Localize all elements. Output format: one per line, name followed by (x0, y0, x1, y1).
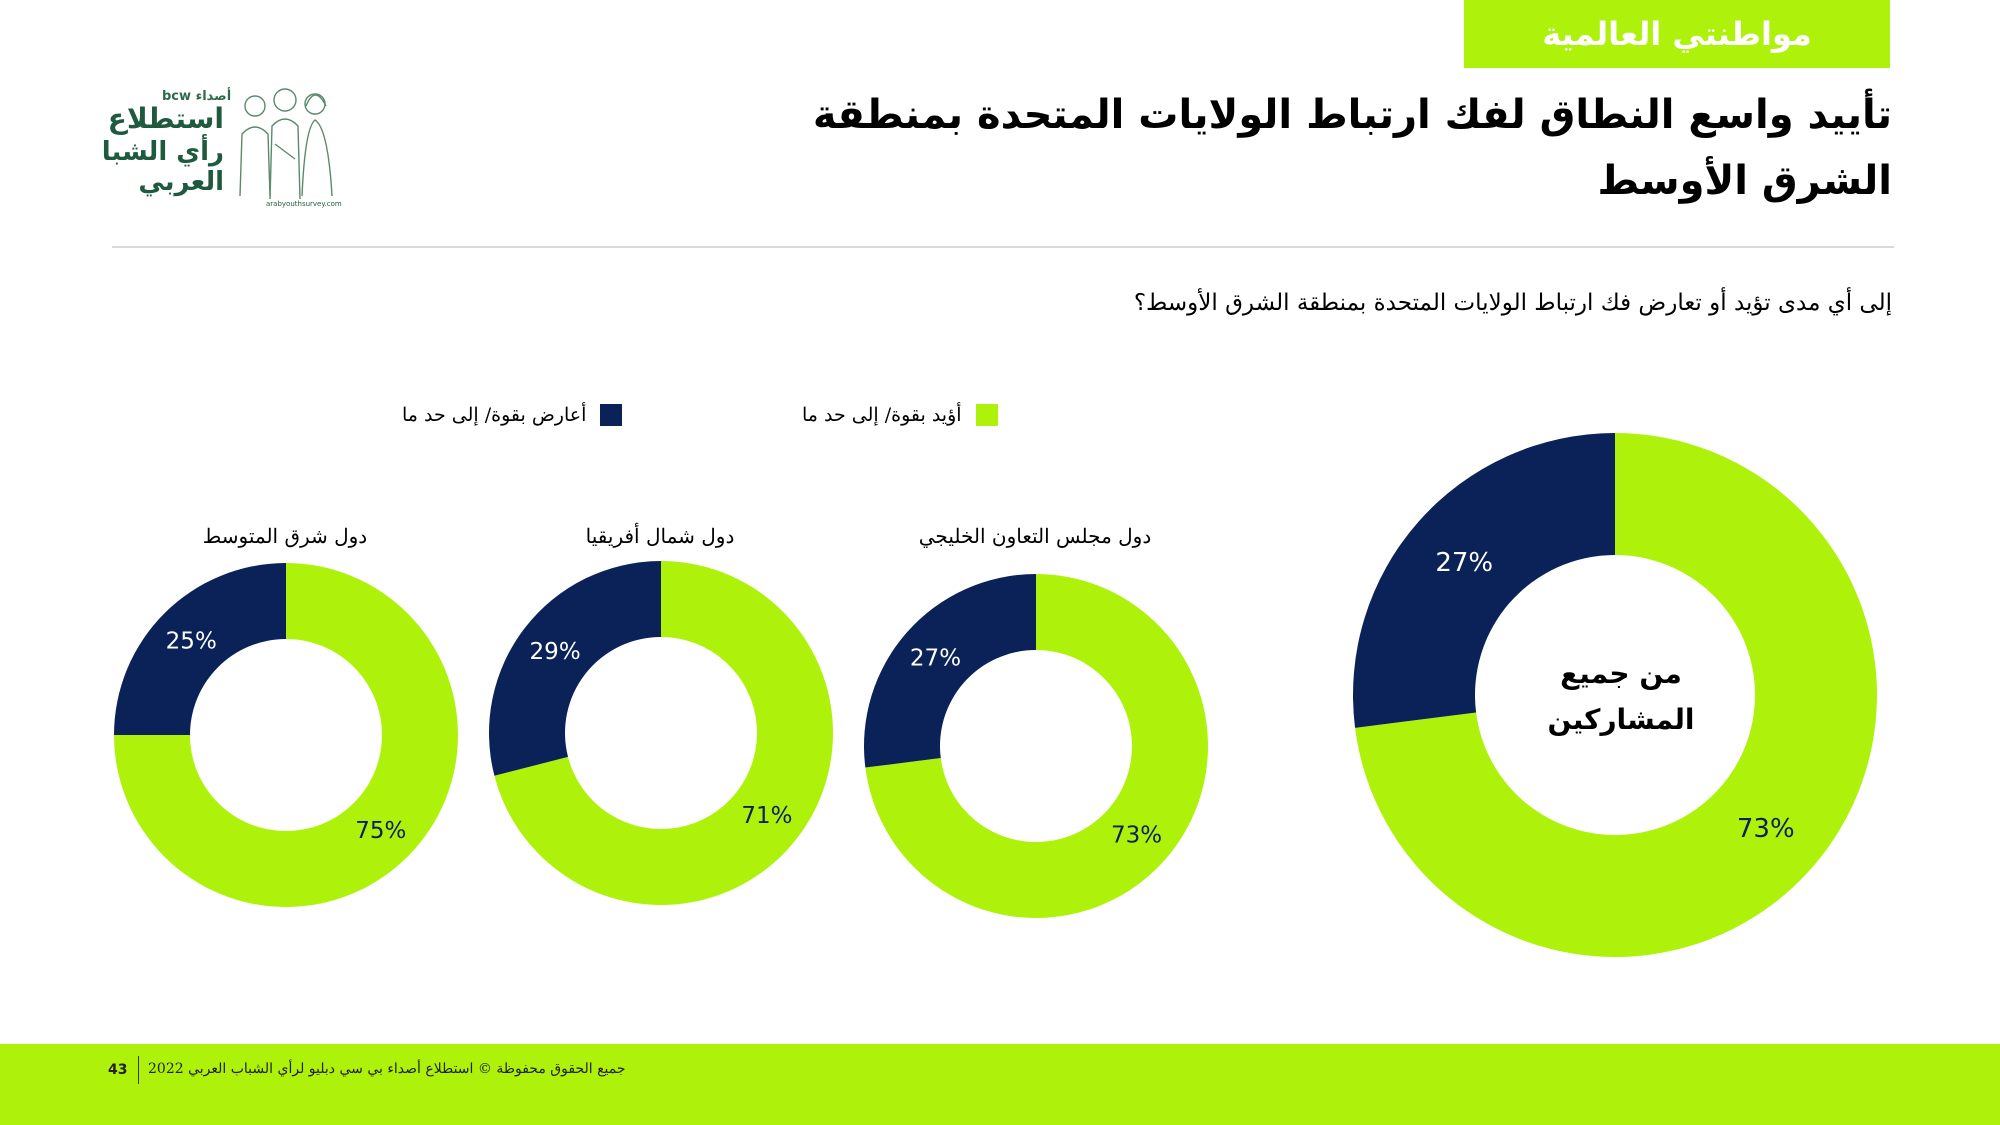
donut-label-gcc-oppose: 27% (910, 645, 961, 671)
logo-line1: استطلاع (108, 102, 224, 135)
footer-separator (138, 1056, 139, 1084)
donut-slice-north-africa-support (494, 561, 833, 906)
donut-slice-levant-support (114, 563, 458, 907)
legend-item-support: أؤيد بقوة/ إلى حد ما (802, 404, 998, 426)
donut-label-north-africa-oppose: 29% (530, 639, 581, 665)
chart-title-north-africa: دول شمال أفريقيا (585, 524, 735, 548)
chart-title-levant: دول شرق المتوسط (202, 524, 368, 548)
logo-line2: رأي الشباب (100, 134, 224, 167)
donut-label-north-africa-support: 71% (741, 803, 792, 829)
logo-graphic: bcw أصداء استطلاع رأي الشباب العربي arab… (76, 87, 342, 208)
donut-slice-gcc-oppose (863, 574, 1036, 768)
legend-item-oppose: أعارض بقوة/ إلى حد ما (402, 404, 623, 426)
logo-url: arabyouthsurvey.com (266, 200, 342, 208)
legend-label-oppose: أعارض بقوة/ إلى حد ما (402, 404, 587, 426)
donut-slice-levant-oppose (114, 563, 286, 735)
donut-slice-overall-oppose (1353, 433, 1615, 728)
donut-slice-overall-support (1355, 433, 1877, 958)
footer-bar (0, 1044, 2000, 1125)
survey-question: إلى أي مدى تؤيد أو تعارض فك ارتباط الولا… (1133, 290, 1892, 316)
legend-swatch-support (975, 404, 998, 426)
people-illustration-icon (239, 88, 333, 200)
page-number: 43 (108, 1062, 128, 1078)
chart-title-gcc: دول مجلس التعاون الخليجي (918, 524, 1152, 548)
page-title: تأييد واسع النطاق لفك ارتباط الولايات ال… (712, 82, 1892, 214)
header-divider (112, 246, 1894, 248)
donut-label-levant-oppose: 25% (166, 628, 217, 654)
donut-label-overall-oppose: 27% (1435, 548, 1493, 578)
logo-line3: العربي (138, 167, 224, 197)
section-tag: مواطنتي العالمية (1464, 0, 1890, 68)
donut-center-title-line2: المشاركين (1548, 703, 1695, 736)
logo-brand-small: bcw أصداء (162, 87, 231, 104)
donut-center-title-line1: من جميع (1560, 657, 1682, 690)
donut-slice-gcc-support (865, 574, 1208, 918)
legend-swatch-oppose (600, 404, 623, 426)
donut-label-levant-support: 75% (355, 818, 406, 844)
donut-charts: 73% 27% من جميع المشاركين 73% 27% 71% 29% 75% 25% (114, 433, 1877, 958)
donut-slice-north-africa-oppose (489, 561, 661, 776)
page-title-line1: تأييد واسع النطاق لفك ارتباط الولايات ال… (812, 92, 1892, 138)
page-title-line2: الشرق الأوسط (1597, 158, 1892, 204)
legend-label-support: أؤيد بقوة/ إلى حد ما (802, 404, 962, 426)
donut-label-overall-support: 73% (1737, 814, 1795, 844)
footer-copyright: جميع الحقوق محفوظة © استطلاع أصداء بي سي… (148, 1061, 626, 1077)
arab-youth-survey-logo: bcw أصداء استطلاع رأي الشباب العربي arab… (76, 84, 360, 214)
donut-label-gcc-support: 73% (1111, 823, 1162, 849)
